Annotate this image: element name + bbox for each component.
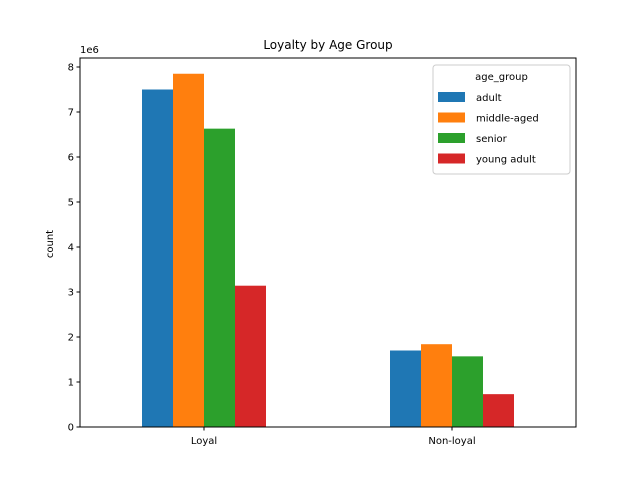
bars-group xyxy=(142,73,514,427)
legend-label: senior xyxy=(476,134,508,145)
x-tick-label: Loyal xyxy=(191,436,217,447)
y-tick-label: 5 xyxy=(68,198,74,209)
bar-adult-loyal xyxy=(142,89,173,427)
legend-swatch xyxy=(438,112,465,123)
bar-senior-loyal xyxy=(204,128,235,427)
legend-label: adult xyxy=(476,93,502,104)
legend-box xyxy=(432,64,571,175)
legend-label: young adult xyxy=(476,155,536,166)
y-scale-label: 1e6 xyxy=(80,45,99,56)
legend-label: middle-aged xyxy=(476,114,539,125)
plot-frame xyxy=(79,57,577,428)
legend-swatch xyxy=(438,92,465,102)
y-tick-label: 1 xyxy=(68,378,74,389)
y-tick-label: 2 xyxy=(68,333,74,344)
y-tick-label: 0 xyxy=(68,423,74,434)
x-tick-label: Non-loyal xyxy=(428,436,475,447)
bar-young-adult-non-loyal xyxy=(483,394,514,427)
chart-title: Loyalty by Age Group xyxy=(263,38,392,52)
y-tick-label: 7 xyxy=(68,108,74,119)
bar-middle-aged-loyal xyxy=(173,73,204,427)
x-axis: Loyal Non-loyal xyxy=(191,427,476,447)
y-tick-label: 6 xyxy=(68,153,74,164)
bar-middle-aged-non-loyal xyxy=(421,344,452,427)
y-tick-label: 3 xyxy=(68,288,74,299)
y-axis-label: count xyxy=(45,230,56,258)
legend-swatch xyxy=(438,133,465,143)
y-axis: 0 1 2 3 4 5 6 7 8 xyxy=(68,63,80,434)
y-tick-label: 8 xyxy=(68,63,74,74)
bar-young-adult-loyal xyxy=(235,285,266,427)
bar-adult-non-loyal xyxy=(390,350,421,427)
bar-senior-non-loyal xyxy=(452,356,483,427)
legend-title: age_group xyxy=(475,72,528,83)
y-tick-label: 4 xyxy=(68,243,74,254)
legend-swatch xyxy=(438,153,465,164)
